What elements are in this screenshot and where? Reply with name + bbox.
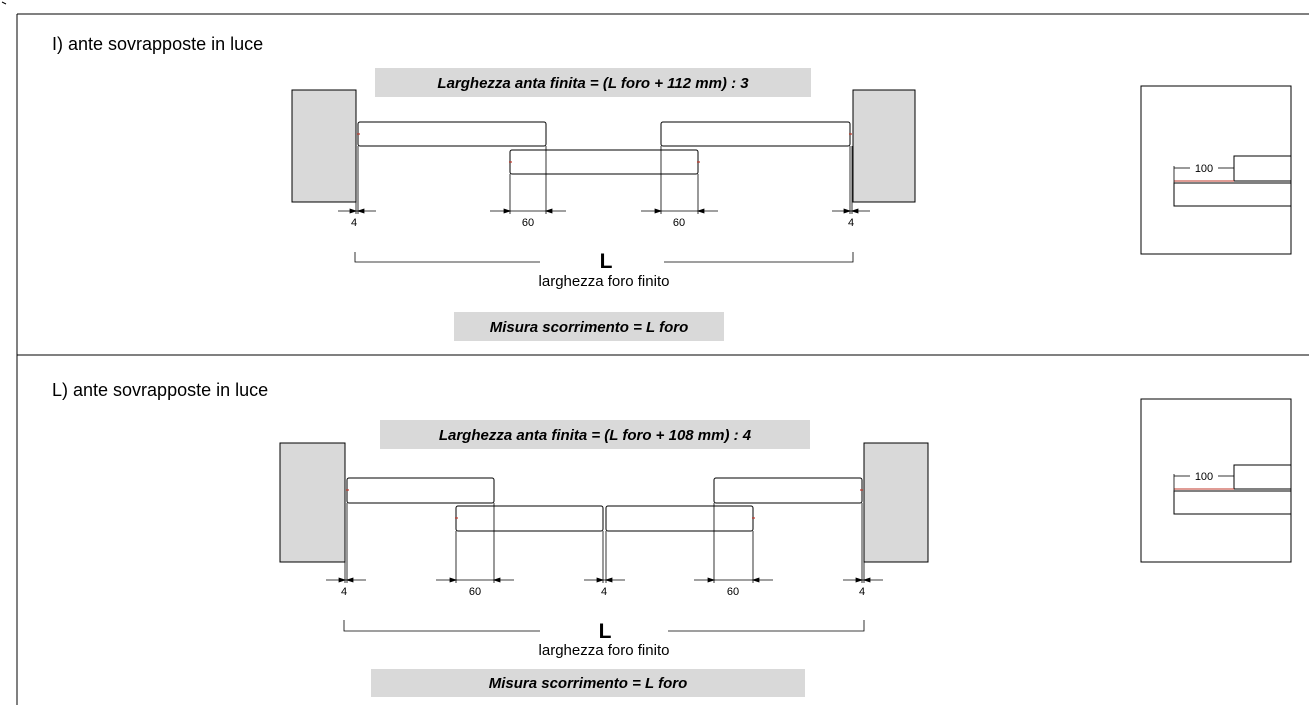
section-i-leaf-center (509, 149, 699, 175)
section-l-dim-gap-right: 4 (859, 586, 865, 598)
section-l-formula-bottom: Misura scorrimento = L foro (489, 675, 688, 692)
section-l-formula-bottom-bg (371, 669, 805, 697)
section-l-length-caption: larghezza foro finito (539, 642, 670, 659)
page-corner-mark (1, 1, 7, 5)
section-l-leaf-2 (455, 505, 604, 532)
section-l-dim-gap-left: 4 (341, 586, 347, 598)
section-i-length-caption: larghezza foro finito (539, 273, 670, 290)
section-l-leaf-4 (713, 477, 863, 504)
section-i-dim-gap-left: 4 (351, 217, 357, 229)
section-l-detail-box (1140, 398, 1292, 563)
section-i-leaf-left (357, 121, 547, 147)
section-l-length-symbol: L (599, 620, 612, 643)
section-i-length-symbol: L (600, 250, 613, 273)
section-i: I) ante sovrapposte in luce Larghezza an… (52, 34, 1292, 341)
section-i-formula-bottom-bg (454, 312, 724, 341)
section-i-leaf-right (660, 121, 851, 147)
section-i-dim-overlap-right: 60 (673, 217, 685, 229)
section-l-wall-left (279, 442, 346, 563)
section-l-title: L) ante sovrapposte in luce (52, 380, 268, 400)
section-l: L) ante sovrapposte in luce Larghezza an… (52, 380, 1292, 697)
sheet-frame (16, 13, 1309, 705)
section-i-formula-top: Larghezza anta finita = (L foro + 112 mm… (437, 75, 749, 92)
section-l-dim-overlap-left: 60 (469, 586, 481, 598)
section-i-formula-bottom: Misura scorrimento = L foro (490, 319, 689, 336)
section-l-formula-top-bg (380, 420, 810, 449)
section-i-detail-box (1140, 85, 1292, 255)
section-i-wall-right (852, 89, 916, 203)
section-i-formula-top-bg (375, 68, 811, 97)
section-l-detail-dim: 100 (1195, 471, 1213, 483)
section-i-dim-gap-right: 4 (848, 217, 854, 229)
section-i-wall-left (291, 89, 357, 203)
section-l-dim-overlap-right: 60 (727, 586, 739, 598)
section-i-title: I) ante sovrapposte in luce (52, 34, 263, 54)
section-i-detail-dim: 100 (1195, 163, 1213, 175)
section-l-wall-right (863, 442, 929, 563)
section-l-formula-top: Larghezza anta finita = (L foro + 108 mm… (439, 427, 752, 444)
section-l-leaf-3 (605, 505, 754, 532)
section-l-dim-gap-center: 4 (601, 586, 607, 598)
section-l-leaf-1 (346, 477, 495, 504)
section-i-dim-overlap-left: 60 (522, 217, 534, 229)
